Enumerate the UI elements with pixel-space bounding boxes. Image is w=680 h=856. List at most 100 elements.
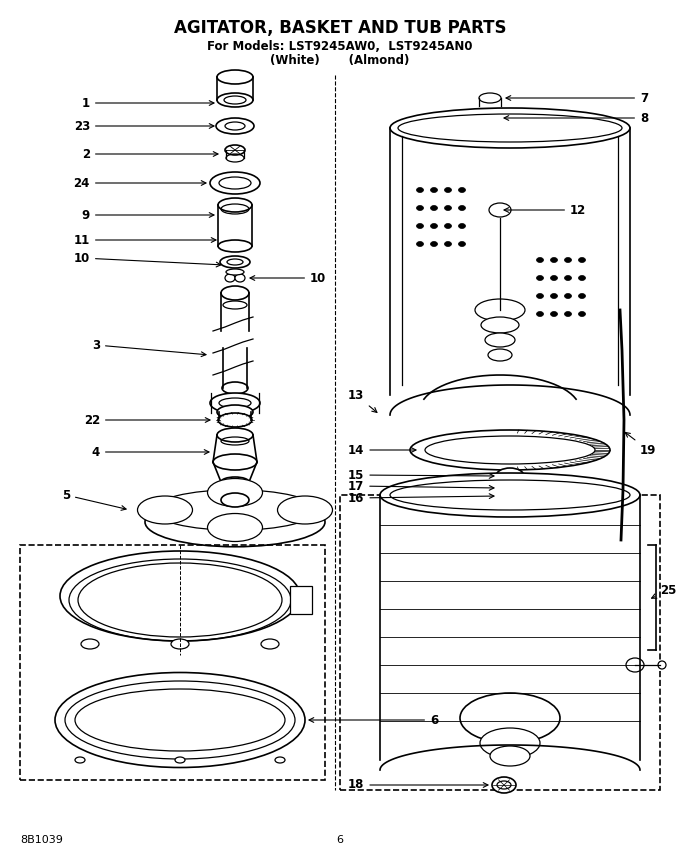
Ellipse shape [579, 276, 585, 281]
Ellipse shape [537, 312, 543, 317]
Ellipse shape [492, 777, 516, 793]
Ellipse shape [145, 497, 325, 547]
Ellipse shape [390, 108, 630, 148]
Text: 6: 6 [309, 714, 438, 727]
Ellipse shape [207, 514, 262, 542]
Text: 13: 13 [348, 389, 377, 413]
Text: 8B1039: 8B1039 [20, 835, 63, 845]
Ellipse shape [171, 639, 189, 649]
Text: 14: 14 [348, 443, 416, 456]
Ellipse shape [216, 118, 254, 134]
Ellipse shape [81, 639, 99, 649]
Ellipse shape [579, 294, 585, 299]
Text: 11: 11 [73, 234, 216, 247]
Text: 4: 4 [92, 445, 209, 459]
Ellipse shape [225, 145, 245, 155]
Ellipse shape [564, 294, 571, 299]
Ellipse shape [380, 473, 640, 517]
Ellipse shape [458, 205, 466, 211]
Text: 25: 25 [651, 584, 677, 598]
Bar [340, 495, 660, 790]
Text: 12: 12 [504, 204, 586, 217]
Ellipse shape [564, 258, 571, 263]
Ellipse shape [275, 757, 285, 763]
Bar [20, 545, 325, 780]
Ellipse shape [416, 223, 424, 229]
Ellipse shape [458, 223, 466, 229]
Ellipse shape [261, 639, 279, 649]
Ellipse shape [445, 187, 452, 193]
Ellipse shape [564, 276, 571, 281]
Ellipse shape [221, 286, 249, 300]
Text: For Models: LST9245AW0,  LST9245AN0: For Models: LST9245AW0, LST9245AN0 [207, 39, 473, 52]
Text: 8: 8 [504, 111, 648, 124]
Text: 17: 17 [348, 479, 494, 492]
Ellipse shape [551, 276, 558, 281]
Ellipse shape [445, 223, 452, 229]
Ellipse shape [210, 172, 260, 194]
Ellipse shape [488, 349, 512, 361]
Text: (White)       (Almond): (White) (Almond) [271, 54, 409, 67]
Text: 6: 6 [337, 835, 343, 845]
Ellipse shape [537, 276, 543, 281]
Ellipse shape [537, 258, 543, 263]
Ellipse shape [60, 551, 300, 641]
Ellipse shape [497, 781, 511, 789]
Ellipse shape [235, 274, 245, 282]
Ellipse shape [175, 757, 185, 763]
Ellipse shape [430, 205, 437, 211]
Ellipse shape [475, 299, 525, 321]
Ellipse shape [564, 312, 571, 317]
Text: AGITATOR, BASKET AND TUB PARTS: AGITATOR, BASKET AND TUB PARTS [174, 19, 506, 37]
Ellipse shape [551, 258, 558, 263]
Text: 24: 24 [73, 176, 206, 189]
Ellipse shape [458, 187, 466, 193]
Ellipse shape [75, 757, 85, 763]
Bar [290, 586, 312, 614]
Ellipse shape [430, 223, 437, 229]
Text: 2: 2 [82, 147, 218, 161]
Text: 18: 18 [348, 778, 488, 792]
Ellipse shape [210, 393, 260, 413]
Ellipse shape [445, 205, 452, 211]
Ellipse shape [220, 256, 250, 268]
Text: 16: 16 [348, 491, 494, 504]
Ellipse shape [219, 177, 251, 189]
Ellipse shape [430, 241, 437, 247]
Text: 5: 5 [62, 489, 126, 510]
Ellipse shape [479, 93, 501, 103]
Ellipse shape [153, 490, 317, 530]
Ellipse shape [496, 468, 524, 484]
Ellipse shape [225, 122, 245, 130]
Ellipse shape [207, 479, 262, 507]
Ellipse shape [218, 198, 252, 212]
Ellipse shape [537, 294, 543, 299]
Ellipse shape [55, 673, 305, 768]
Ellipse shape [658, 661, 666, 669]
Ellipse shape [416, 187, 424, 193]
Ellipse shape [489, 203, 511, 217]
Ellipse shape [500, 482, 520, 494]
Ellipse shape [277, 496, 333, 524]
Ellipse shape [480, 728, 540, 758]
Ellipse shape [626, 658, 644, 672]
Ellipse shape [218, 413, 252, 427]
Ellipse shape [137, 496, 192, 524]
Ellipse shape [430, 187, 437, 193]
Bar [478, 108, 502, 120]
Ellipse shape [217, 70, 253, 84]
Ellipse shape [425, 436, 595, 464]
Ellipse shape [217, 428, 253, 442]
Ellipse shape [416, 241, 424, 247]
Ellipse shape [226, 269, 244, 275]
Ellipse shape [445, 241, 452, 247]
Ellipse shape [227, 259, 243, 265]
Text: 7: 7 [506, 92, 648, 104]
Ellipse shape [460, 693, 560, 743]
Ellipse shape [416, 205, 424, 211]
Ellipse shape [579, 258, 585, 263]
Text: 15: 15 [348, 468, 494, 482]
Ellipse shape [485, 333, 515, 347]
Ellipse shape [221, 493, 249, 507]
Ellipse shape [490, 746, 530, 766]
